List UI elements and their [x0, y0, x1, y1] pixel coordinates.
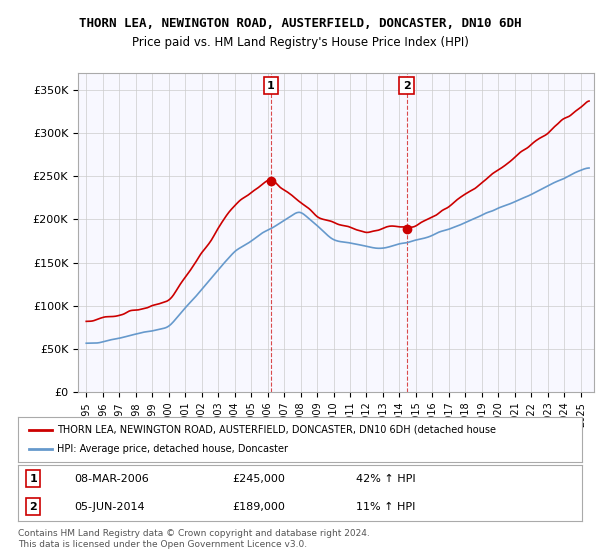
Text: THORN LEA, NEWINGTON ROAD, AUSTERFIELD, DONCASTER, DN10 6DH: THORN LEA, NEWINGTON ROAD, AUSTERFIELD, … — [79, 17, 521, 30]
Text: £189,000: £189,000 — [232, 502, 285, 512]
Text: Contains HM Land Registry data © Crown copyright and database right 2024.
This d: Contains HM Land Registry data © Crown c… — [18, 529, 370, 549]
Text: 1: 1 — [267, 81, 275, 91]
Text: 2: 2 — [403, 81, 410, 91]
Text: THORN LEA, NEWINGTON ROAD, AUSTERFIELD, DONCASTER, DN10 6DH (detached house: THORN LEA, NEWINGTON ROAD, AUSTERFIELD, … — [58, 424, 496, 435]
Text: 05-JUN-2014: 05-JUN-2014 — [74, 502, 145, 512]
Text: 11% ↑ HPI: 11% ↑ HPI — [356, 502, 416, 512]
Text: £245,000: £245,000 — [232, 474, 285, 484]
Text: HPI: Average price, detached house, Doncaster: HPI: Average price, detached house, Donc… — [58, 445, 289, 455]
Text: 08-MAR-2006: 08-MAR-2006 — [74, 474, 149, 484]
Text: 1: 1 — [29, 474, 37, 484]
Text: Price paid vs. HM Land Registry's House Price Index (HPI): Price paid vs. HM Land Registry's House … — [131, 36, 469, 49]
Text: 2: 2 — [29, 502, 37, 512]
Text: 42% ↑ HPI: 42% ↑ HPI — [356, 474, 416, 484]
